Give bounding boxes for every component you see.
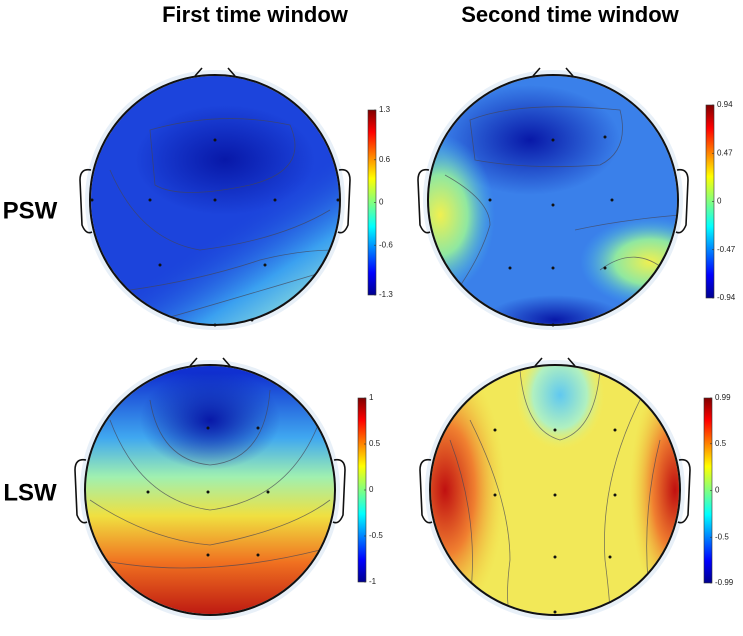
colorbar-tick-label: -0.5 xyxy=(715,532,729,541)
topomap xyxy=(74,357,346,620)
topomap xyxy=(419,357,691,620)
colorbar-tick-label: -1 xyxy=(369,577,377,586)
colorbar-tick-label: 0 xyxy=(715,486,720,495)
column-title: Second time window xyxy=(461,2,679,27)
colorbar-tick-label: 0 xyxy=(369,485,374,494)
row-label: LSW xyxy=(3,479,57,506)
colorbar-tick-label: 0.47 xyxy=(717,148,733,157)
column-title: First time window xyxy=(162,2,349,27)
topomap xyxy=(79,67,351,330)
colorbar-tick-label: -1.3 xyxy=(379,290,393,299)
colorbar-tick-label: -0.6 xyxy=(379,240,393,249)
colorbar-tick-label: 1.3 xyxy=(379,105,391,114)
colorbar-tick-label: -0.47 xyxy=(717,245,736,254)
colorbar-tick-label: -0.99 xyxy=(715,578,734,587)
colorbar-tick-label: -0.94 xyxy=(717,293,736,302)
colorbar-tick-label: 0.94 xyxy=(717,100,733,109)
colorbar-tick-label: 1 xyxy=(369,393,374,402)
colorbar-tick-label: 0.5 xyxy=(715,439,727,448)
colorbar-tick-label: 0 xyxy=(379,198,384,207)
topomap xyxy=(417,67,689,330)
colorbar-tick-label: 0.6 xyxy=(379,155,391,164)
colorbar-tick-label: 0.5 xyxy=(369,439,381,448)
colorbar-tick-label: -0.5 xyxy=(369,531,383,540)
row-label: PSW xyxy=(3,197,58,224)
colorbar-tick-label: 0 xyxy=(717,197,722,206)
colorbar-tick-label: 0.99 xyxy=(715,393,731,402)
